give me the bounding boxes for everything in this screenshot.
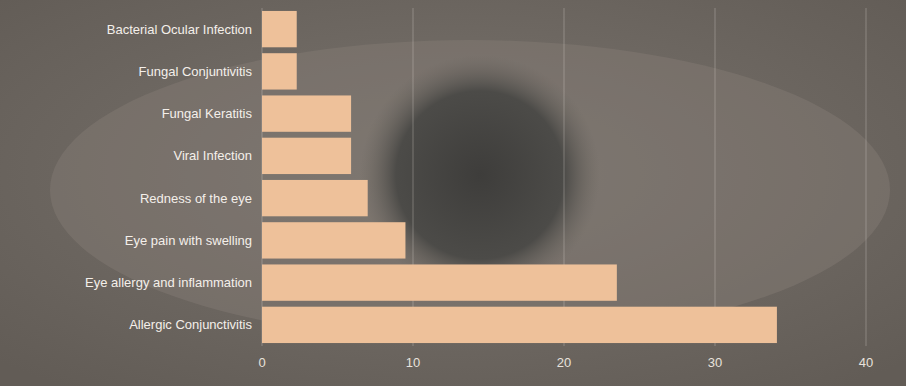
bar — [262, 95, 351, 131]
category-label: Allergic Conjunctivitis — [129, 317, 252, 332]
bar — [262, 180, 368, 216]
category-label: Eye allergy and inflammation — [85, 275, 252, 290]
tick-label: 30 — [708, 355, 722, 370]
category-label: Fungal Conjuntivitis — [139, 64, 253, 79]
grid-line — [715, 8, 716, 346]
bars — [262, 11, 777, 343]
bar — [262, 222, 405, 258]
tick-label: 0 — [258, 355, 265, 370]
bar — [262, 11, 297, 47]
background — [0, 0, 906, 386]
tick-label: 20 — [557, 355, 571, 370]
category-label: Redness of the eye — [140, 191, 252, 206]
bar — [262, 138, 351, 174]
category-label: Viral Infection — [173, 148, 252, 163]
category-label: Bacterial Ocular Infection — [107, 22, 252, 37]
bar — [262, 53, 297, 89]
bar — [262, 307, 777, 343]
category-label: Fungal Keratitis — [162, 106, 253, 121]
tick-label: 40 — [859, 355, 873, 370]
chart: 0 10 20 30 40 Bacterial Ocular Infection Funga… — [0, 0, 906, 386]
grid-line — [866, 8, 867, 346]
background-eye — [50, 40, 890, 340]
bar — [262, 264, 617, 300]
category-label: Eye pain with swelling — [125, 233, 252, 248]
tick-label: 10 — [406, 355, 420, 370]
